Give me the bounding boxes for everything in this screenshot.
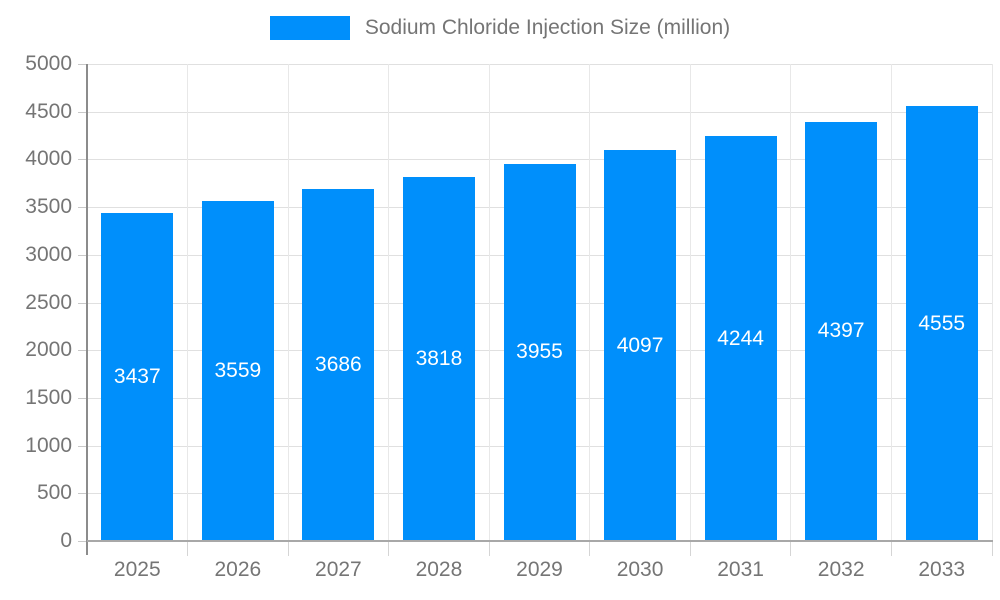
x-axis-tick (589, 542, 591, 556)
x-axis-tick (287, 542, 289, 556)
y-axis-tick-label: 0 (60, 529, 72, 552)
bar-2027[interactable] (302, 189, 375, 541)
y-axis-tick-2500 (78, 302, 86, 304)
bar-2033[interactable] (905, 106, 978, 541)
gridline-y-4500 (87, 111, 992, 113)
bar-2025[interactable] (101, 213, 174, 541)
gridline-x-boundary (890, 64, 892, 541)
bar-value-label-2026: 3559 (214, 359, 262, 383)
x-axis-tick (488, 542, 490, 556)
x-axis-label-2032: 2032 (817, 558, 865, 581)
y-axis-tick-2000 (78, 350, 86, 352)
bar-value-label-2031: 4244 (717, 326, 764, 350)
y-axis-tick-3500 (78, 207, 86, 209)
y-axis-tick-label: 500 (36, 481, 72, 505)
bar-2028[interactable] (402, 176, 475, 541)
bar-2029[interactable] (503, 163, 576, 541)
bar-value-label-2029: 3955 (516, 340, 563, 364)
x-axis-label-2029: 2029 (516, 558, 563, 581)
bar-value-label-2025: 3437 (113, 365, 161, 389)
legend[interactable]: Sodium Chloride Injection Size (million) (0, 16, 1000, 40)
x-axis-label-2025: 2025 (113, 558, 161, 581)
x-axis-label-2028: 2028 (415, 558, 463, 581)
x-axis-label-2031: 2031 (717, 558, 764, 581)
x-axis-line (87, 540, 993, 542)
plot-area: 3437 3559 3686 3818 3955 4097 4244 4397 4555 (87, 64, 993, 541)
y-axis-tick-label: 3000 (25, 242, 72, 266)
x-axis-tick (187, 542, 189, 556)
gridline-x-boundary (287, 64, 289, 541)
y-axis-tick-1000 (78, 445, 86, 447)
bar-value-label-2028: 3818 (415, 346, 463, 370)
y-axis-tick-4000 (78, 159, 86, 161)
x-axis-label-2027: 2027 (315, 558, 362, 581)
y-axis-tick-500 (78, 493, 86, 495)
bar-2032[interactable] (805, 121, 878, 541)
legend-swatch (269, 16, 350, 40)
y-axis-tick-label: 4000 (25, 147, 72, 171)
gridline-x-boundary (589, 64, 591, 541)
y-axis-tick-1500 (78, 397, 86, 399)
bar-value-label-2030: 4097 (616, 333, 664, 357)
x-axis-tick (689, 542, 691, 556)
bar-value-label-2032: 4397 (817, 319, 865, 343)
bar-value-label-2033: 4555 (918, 311, 966, 335)
y-axis-tick-4500 (78, 111, 86, 113)
y-axis-tick-label: 1000 (25, 433, 72, 457)
gridline-x-boundary (991, 64, 993, 541)
y-axis-tick-5000 (78, 64, 86, 65)
y-axis-tick-3000 (78, 254, 86, 256)
gridline-x-boundary (488, 64, 490, 541)
gridline-x-boundary (388, 64, 390, 541)
y-axis-tick-label: 5000 (25, 52, 72, 75)
bar-2026[interactable] (201, 201, 274, 541)
y-axis-tick-label: 1500 (25, 385, 72, 409)
y-axis-tick-0 (78, 541, 86, 542)
y-axis-tick-label: 4500 (25, 99, 72, 123)
gridline-x-boundary (187, 64, 189, 541)
x-axis-label-2026: 2026 (214, 558, 262, 581)
x-axis-tick (890, 542, 892, 556)
y-axis-tick-label: 3500 (25, 195, 72, 219)
x-axis-tick (790, 542, 792, 556)
x-axis-tick (388, 542, 390, 556)
gridline-y-5000 (87, 64, 992, 65)
y-axis-tick-label: 2500 (25, 290, 72, 314)
y-axis-tick-label: 2000 (25, 338, 72, 362)
gridline-y-4000 (87, 159, 992, 161)
x-axis-label-2033: 2033 (918, 558, 966, 581)
bar-2030[interactable] (604, 150, 677, 541)
legend-label: Sodium Chloride Injection Size (million) (364, 16, 731, 39)
x-axis-label-2030: 2030 (616, 558, 664, 581)
gridline-x-boundary (689, 64, 691, 541)
bar-value-label-2027: 3686 (315, 353, 362, 377)
bar-2031[interactable] (704, 136, 777, 541)
gridline-x-boundary (790, 64, 792, 541)
y-axis-line (86, 64, 88, 555)
x-axis-tick (991, 542, 993, 556)
